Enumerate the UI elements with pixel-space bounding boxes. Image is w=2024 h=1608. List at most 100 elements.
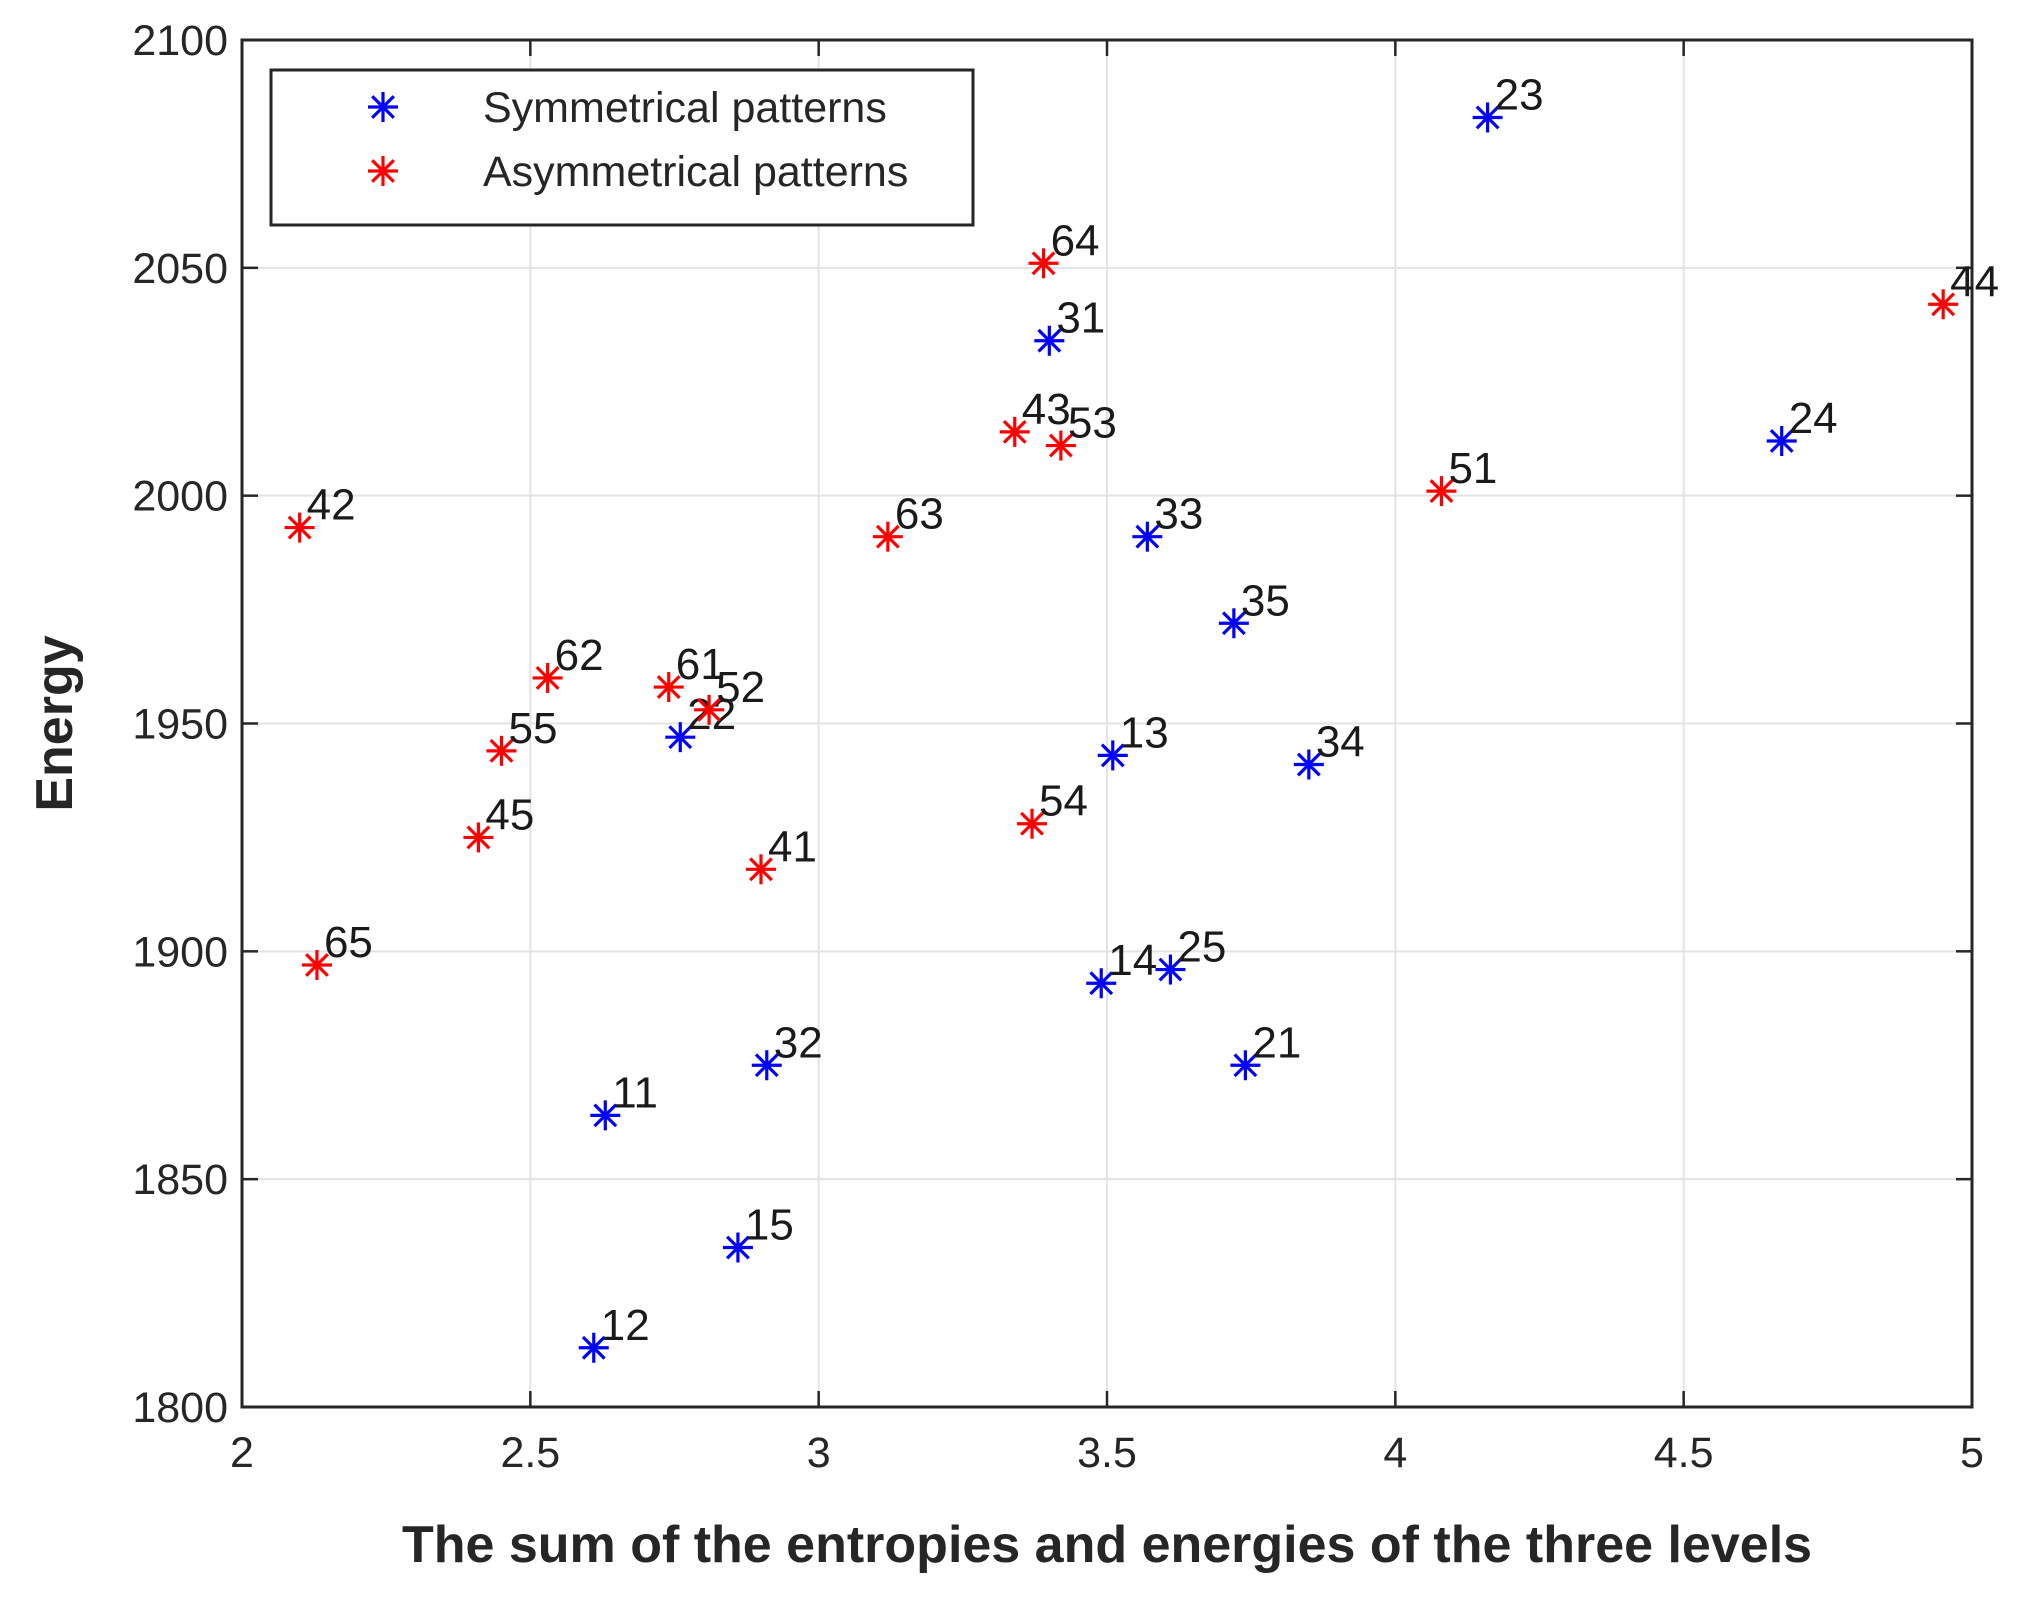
symmetrical-point-34 bbox=[1293, 749, 1324, 780]
marker-stroke bbox=[1100, 743, 1125, 768]
x-tick-label: 3 bbox=[807, 1429, 831, 1477]
y-tick-label: 1800 bbox=[132, 1384, 228, 1432]
y-tick-label: 2050 bbox=[132, 245, 228, 293]
marker-stroke bbox=[1031, 251, 1056, 276]
marker-stroke bbox=[1475, 105, 1500, 130]
point-label-21: 21 bbox=[1252, 1018, 1301, 1067]
symmetrical-point-22 bbox=[665, 722, 696, 753]
marker-stroke bbox=[754, 1053, 779, 1078]
point-label-25: 25 bbox=[1177, 923, 1226, 972]
symmetrical-point-14 bbox=[1086, 968, 1117, 999]
point-label-15: 15 bbox=[745, 1201, 794, 1250]
marker-stroke bbox=[1233, 1053, 1258, 1078]
marker-stroke bbox=[726, 1235, 750, 1260]
marker-stroke bbox=[697, 697, 722, 722]
marker-stroke bbox=[1296, 752, 1321, 777]
asymmetrical-point-53 bbox=[1045, 430, 1076, 461]
legend: Symmetrical patterns Asymmetrical pattern… bbox=[269, 68, 975, 227]
point-label-64: 64 bbox=[1051, 216, 1100, 265]
point-label-23: 23 bbox=[1495, 70, 1544, 119]
asymmetrical-point-63 bbox=[872, 521, 903, 552]
marker-stroke bbox=[371, 95, 395, 119]
point-label-11: 11 bbox=[612, 1068, 658, 1117]
point-label-24: 24 bbox=[1789, 394, 1838, 443]
symmetrical-point-33 bbox=[1132, 521, 1163, 552]
y-tick-label: 2000 bbox=[132, 473, 228, 521]
marker-stroke bbox=[1769, 429, 1794, 453]
point-label-44: 44 bbox=[1950, 257, 1999, 306]
marker-stroke bbox=[287, 515, 312, 540]
x-tick-label: 2.5 bbox=[500, 1429, 560, 1477]
marker-stroke bbox=[749, 857, 773, 882]
asymmetrical-point-43 bbox=[999, 416, 1030, 447]
x-tick-label: 4.5 bbox=[1654, 1429, 1714, 1477]
legend-label-0: Symmetrical patterns bbox=[483, 84, 887, 132]
marker-stroke bbox=[466, 825, 491, 850]
point-label-54: 54 bbox=[1039, 777, 1088, 826]
point-label-63: 63 bbox=[895, 490, 944, 539]
y-tick-label: 1900 bbox=[132, 928, 228, 976]
point-label-33: 33 bbox=[1154, 490, 1203, 539]
point-label-51: 51 bbox=[1448, 444, 1497, 493]
y-axis-title: Energy bbox=[26, 635, 84, 811]
asymmetrical-point-44 bbox=[1928, 289, 1959, 320]
point-label-32: 32 bbox=[774, 1018, 823, 1067]
point-label-42: 42 bbox=[307, 481, 356, 530]
point-label-31: 31 bbox=[1056, 294, 1105, 343]
point-label-55: 55 bbox=[509, 704, 558, 753]
marker-stroke bbox=[535, 666, 560, 690]
point-label-13: 13 bbox=[1120, 708, 1169, 757]
point-label-35: 35 bbox=[1241, 576, 1290, 625]
symmetrical-point-35 bbox=[1218, 608, 1249, 639]
marker-stroke bbox=[656, 675, 681, 699]
point-label-61: 61 bbox=[676, 640, 725, 689]
x-tick-label: 4 bbox=[1383, 1429, 1407, 1477]
symmetrical-point-31 bbox=[1034, 325, 1065, 356]
x-tick-label: 5 bbox=[1960, 1429, 1984, 1477]
asymmetrical-point-42 bbox=[284, 512, 315, 543]
legend-box bbox=[269, 68, 975, 227]
marker-stroke bbox=[489, 738, 514, 763]
x-tick-label: 3.5 bbox=[1077, 1429, 1137, 1477]
marker-stroke bbox=[593, 1103, 618, 1128]
asymmetrical-point-52 bbox=[694, 694, 725, 725]
symmetrical-point-24 bbox=[1766, 425, 1797, 456]
asymmetrical-point-45 bbox=[463, 822, 494, 853]
marker-stroke bbox=[1931, 292, 1956, 317]
y-tick-label: 1950 bbox=[132, 701, 228, 749]
marker-stroke bbox=[1158, 957, 1183, 982]
point-label-65: 65 bbox=[324, 918, 373, 967]
asymmetrical-point-41 bbox=[746, 854, 776, 885]
marker-stroke bbox=[1089, 971, 1114, 996]
marker-stroke bbox=[305, 953, 329, 977]
legend-marker-0 bbox=[368, 92, 398, 122]
point-label-34: 34 bbox=[1316, 718, 1365, 767]
marker-stroke bbox=[875, 524, 900, 549]
point-label-43: 43 bbox=[1022, 385, 1071, 434]
point-label-62: 62 bbox=[555, 631, 604, 680]
plot-box bbox=[240, 38, 1974, 1409]
point-label-45: 45 bbox=[485, 790, 534, 839]
y-tick-label: 2100 bbox=[132, 17, 228, 65]
asymmetrical-point-65 bbox=[301, 950, 332, 981]
symmetrical-point-15 bbox=[722, 1232, 753, 1263]
legend-label-1: Asymmetrical patterns bbox=[483, 148, 908, 196]
marker-stroke bbox=[1002, 419, 1027, 444]
asymmetrical-point-54 bbox=[1017, 808, 1048, 839]
x-tick-label: 2 bbox=[230, 1429, 254, 1477]
marker-stroke bbox=[581, 1335, 606, 1360]
grid-lines bbox=[242, 40, 1972, 1407]
asymmetrical-point-61 bbox=[653, 672, 684, 703]
symmetrical-point-13 bbox=[1097, 740, 1128, 771]
marker-stroke bbox=[1020, 811, 1044, 836]
marker-stroke bbox=[1135, 524, 1160, 549]
asymmetrical-point-51 bbox=[1426, 476, 1457, 507]
asymmetrical-point-62 bbox=[532, 662, 563, 693]
plot-axes bbox=[240, 38, 1974, 1409]
symmetrical-point-11 bbox=[590, 1100, 621, 1131]
data-points: 1112131415212223242531323334354142434445… bbox=[284, 70, 1999, 1363]
symmetrical-point-21 bbox=[1230, 1050, 1261, 1081]
legend-marker-1 bbox=[368, 156, 398, 186]
tick-labels: 2 2.5 3 3.5 4 4.5 5 1800 1850 1900 1950 2000 2050 210… bbox=[132, 17, 1984, 1477]
